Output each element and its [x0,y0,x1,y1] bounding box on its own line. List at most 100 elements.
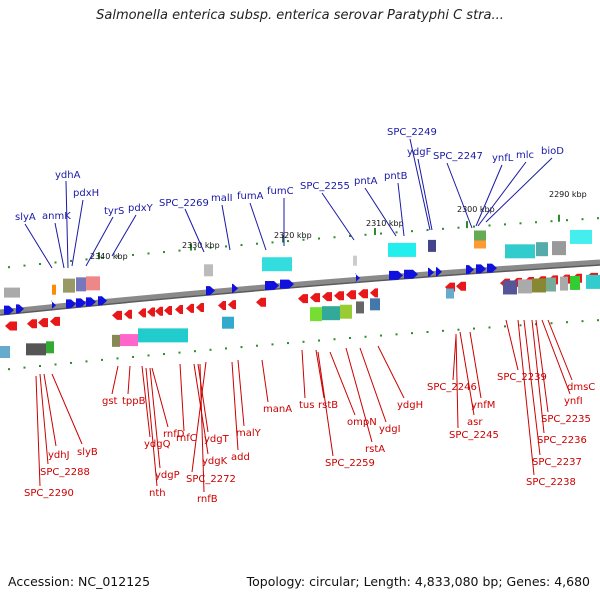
gene-label[interactable]: rstA [365,444,385,455]
gene-label[interactable]: add [231,452,250,463]
gene-label[interactable]: mlc [516,150,534,161]
leader-line [477,161,527,227]
gene-label[interactable]: ompN [347,417,377,428]
leader-line [469,331,482,399]
gene-label[interactable]: ydgK [202,456,228,467]
gene-label[interactable]: pdxY [128,203,154,214]
gene-label[interactable]: ydhA [55,170,81,181]
gene-label[interactable]: asr [467,417,483,428]
gene-label[interactable]: SPC_2269 [159,198,209,209]
leader-line [446,162,473,229]
gene-label[interactable]: tus [299,400,314,411]
scale-tick [256,344,258,347]
scale-tick [550,220,553,223]
leader-line [261,359,269,403]
leader-line [455,333,459,429]
scale-tick [364,335,367,338]
gene-label[interactable]: ydgP [155,470,180,481]
scale-tick [54,363,57,366]
gene-label[interactable]: rstB [318,400,338,411]
gene-label[interactable]: pntB [384,171,408,182]
gene-label[interactable]: ynfL [492,153,514,164]
leader-line [51,373,83,445]
scale-tick [380,334,382,337]
scale-tick [411,230,413,233]
gene-label[interactable]: tyrS [104,206,124,217]
gene-block [428,239,436,252]
gene-label[interactable]: slyB [77,447,98,458]
gene-label[interactable]: ynfI [564,396,583,407]
scale-tick [85,360,88,363]
gene-label[interactable]: tppB [122,396,146,407]
scale-tick [504,325,506,328]
gene-label[interactable]: fumC [267,186,294,197]
gene-label[interactable]: rnfB [197,494,218,505]
scale-tick [333,236,336,239]
gene-label[interactable]: fumA [237,191,264,202]
gene-label[interactable]: ydhJ [48,450,70,461]
gene-label[interactable]: SPC_2239 [497,372,547,383]
leader-line [321,192,355,241]
reverse-gene-arrow [27,319,37,329]
gene-label[interactable]: gst [102,396,118,407]
gene-label[interactable]: SPC_2245 [449,430,499,441]
gene-label[interactable]: SPC_2247 [433,151,483,162]
gene-label[interactable]: ydgQ [144,439,171,450]
scale-tick [225,347,227,350]
gene-label[interactable]: SPC_2236 [537,435,587,446]
reverse-gene-labels: ydhJ slyB SPC_2288 SPC_2290 gst tppB ydg… [24,372,595,505]
forward-gene-arrow [66,299,76,309]
leader-line [505,319,519,371]
gene-label[interactable]: SPC_2235 [541,414,591,425]
leader-line [475,164,503,227]
gene-block [370,298,380,311]
gene-label[interactable]: SPC_2288 [40,467,90,478]
gene-label[interactable]: pdxH [73,188,99,199]
gene-label[interactable]: ynfM [471,400,495,411]
gene-label[interactable]: slyA [15,212,36,223]
scale-label: 2320 kbp [274,231,312,240]
reverse-gene-arrow [138,308,146,318]
gene-label[interactable]: SPC_2272 [186,474,236,485]
leader-line [191,361,207,473]
gene-label[interactable]: SPC_2290 [24,488,74,499]
forward-gene-arrow [466,265,474,275]
gene-label[interactable]: ydgI [379,424,401,435]
forward-gene-arrow [280,279,294,289]
leader-line [43,373,57,447]
gene-label[interactable]: pntA [354,176,378,187]
gene-label[interactable]: SPC_2238 [526,477,576,488]
gene-label[interactable]: anmK [42,211,71,222]
scale-tick [147,354,150,357]
scale-tick [70,259,72,262]
gene-label[interactable]: bioD [541,146,564,157]
gene-label[interactable]: ydgH [397,400,423,411]
gene-label[interactable]: rnfC [176,433,197,444]
gene-label[interactable]: manA [263,404,292,415]
gene-label[interactable]: malY [236,428,262,439]
gene-label[interactable]: nth [149,488,166,499]
gene-label[interactable]: SPC_2259 [325,458,375,469]
gene-label[interactable]: SPC_2249 [387,127,437,138]
gene-label[interactable]: rnfD [163,429,185,440]
gene-block [204,264,213,277]
scale-tick [147,252,150,255]
gene-label[interactable]: SPC_2246 [427,382,477,393]
forward-gene-arrow [476,264,486,274]
scale-tick [194,350,196,353]
gene-label[interactable]: SPC_2237 [532,457,582,468]
scale-tick [566,321,568,324]
gene-label[interactable]: malI [211,193,233,204]
scale-tick [411,332,413,335]
scale-tick [209,348,212,351]
reverse-gene-arrow [38,318,48,328]
gene-label[interactable]: dmsC [567,382,595,393]
scale-tick [597,217,599,220]
reverse-gene-arrow [186,303,194,313]
gene-label[interactable]: ydgT [204,434,230,445]
forward-gene-arrow [206,286,215,296]
gene-label[interactable]: SPC_2255 [300,181,350,192]
gene-block [262,257,292,272]
gene-label[interactable]: ydgF [407,147,432,158]
